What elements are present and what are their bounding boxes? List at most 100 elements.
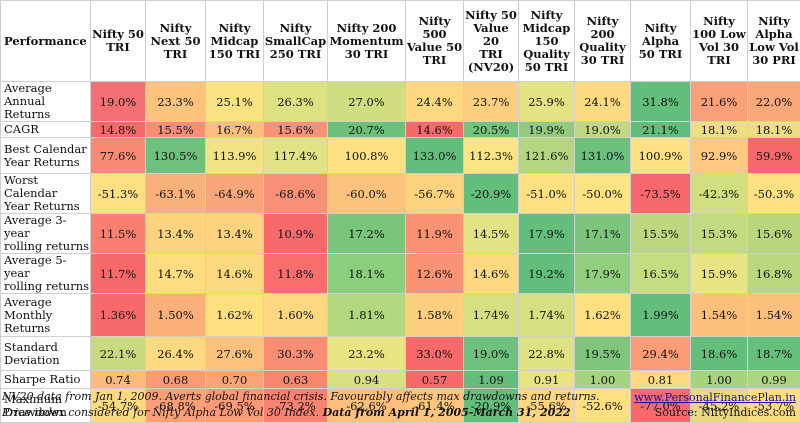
value-cell: 117.4% bbox=[263, 137, 328, 174]
value-cell: 11.7% bbox=[90, 253, 146, 294]
table-row: Average 3-year rolling returns 11.5% 13.4%… bbox=[0, 213, 800, 254]
value-cell: 1.36% bbox=[90, 293, 146, 337]
column-header: Nifty SmallCap 250 TRI bbox=[263, 0, 328, 82]
value-cell: 121.6% bbox=[518, 137, 575, 174]
value-cell: 27.6% bbox=[205, 336, 264, 371]
table-body: Average Annual Returns 19.0% 23.3% 25.1% 26.… bbox=[0, 81, 800, 423]
column-header: Nifty Alpha Low Vol 30 PRI bbox=[747, 0, 800, 82]
value-cell: 100.9% bbox=[630, 137, 691, 174]
value-cell: -61.4% bbox=[405, 388, 464, 423]
value-cell: 0.70 bbox=[205, 370, 264, 389]
value-cell: -64.9% bbox=[205, 173, 264, 214]
value-cell: 1.62% bbox=[205, 293, 264, 337]
row-label: Sharpe Ratio bbox=[0, 370, 91, 389]
value-cell: 1.74% bbox=[463, 293, 519, 337]
row-label: Standard Deviation bbox=[0, 336, 91, 371]
table-row: Standard Deviation 22.1% 26.4% 27.6% 30.3% 23… bbox=[0, 336, 800, 371]
row-label: CAGR bbox=[0, 121, 91, 138]
value-cell: -73.2% bbox=[263, 388, 328, 423]
value-cell: -51.0% bbox=[518, 173, 575, 214]
column-header: Nifty Next 50 TRI bbox=[145, 0, 206, 82]
table-row: Sharpe Ratio 0.74 0.68 0.70 0.63 0.94 0.57 1.09… bbox=[0, 370, 800, 389]
table-row: Worst Calendar Year Returns -51.3% -63.1% -… bbox=[0, 173, 800, 214]
value-cell: 113.9% bbox=[205, 137, 264, 174]
value-cell: 25.1% bbox=[205, 81, 264, 122]
footnote-price-index: Price index considered for Nifty Alpha L… bbox=[2, 406, 571, 419]
value-cell: 19.2% bbox=[518, 253, 575, 294]
table-row: Average Annual Returns 19.0% 23.3% 25.1% 26.… bbox=[0, 81, 800, 122]
value-cell: 23.7% bbox=[463, 81, 519, 122]
value-cell: 1.00 bbox=[690, 370, 748, 389]
footnote-nv20: NV20 data from Jan 1, 2009. Averts globa… bbox=[2, 390, 600, 403]
value-cell: 29.4% bbox=[630, 336, 691, 371]
value-cell: -45.2% bbox=[690, 388, 748, 423]
value-cell: 20.7% bbox=[327, 121, 406, 138]
value-cell: 15.5% bbox=[145, 121, 206, 138]
header-row: Performance Nifty 50 TRI Nifty Next 50 TRI… bbox=[0, 0, 800, 82]
value-cell: 30.3% bbox=[263, 336, 328, 371]
value-cell: 19.9% bbox=[518, 121, 575, 138]
value-cell: -54.7% bbox=[90, 388, 146, 423]
value-cell: 18.1% bbox=[690, 121, 748, 138]
column-header: Nifty 200 Quality 30 TRI bbox=[574, 0, 631, 82]
value-cell: 22.1% bbox=[90, 336, 146, 371]
value-cell: 15.5% bbox=[630, 213, 691, 254]
value-cell: 1.50% bbox=[145, 293, 206, 337]
value-cell: 133.0% bbox=[405, 137, 464, 174]
value-cell: 25.9% bbox=[518, 81, 575, 122]
value-cell: 18.1% bbox=[747, 121, 800, 138]
value-cell: 1.09 bbox=[463, 370, 519, 389]
value-cell: 23.2% bbox=[327, 336, 406, 371]
column-header: Nifty 100 Low Vol 30 TRI bbox=[690, 0, 748, 82]
column-header: Nifty 200 Momentum 30 TRI bbox=[327, 0, 406, 82]
value-cell: 112.3% bbox=[463, 137, 519, 174]
value-cell: -50.0% bbox=[574, 173, 631, 214]
value-cell: -52.6% bbox=[574, 388, 631, 423]
table-row: Best Calendar Year Returns 77.6% 130.5% 113… bbox=[0, 137, 800, 174]
value-cell: 0.57 bbox=[405, 370, 464, 389]
value-cell: 0.94 bbox=[327, 370, 406, 389]
value-cell: 24.4% bbox=[405, 81, 464, 122]
value-cell: 1.74% bbox=[518, 293, 575, 337]
value-cell: -51.3% bbox=[90, 173, 146, 214]
value-cell: 22.8% bbox=[518, 336, 575, 371]
value-cell: 16.8% bbox=[747, 253, 800, 294]
value-cell: 15.6% bbox=[263, 121, 328, 138]
value-cell: 13.4% bbox=[145, 213, 206, 254]
value-cell: -77.0% bbox=[630, 388, 691, 423]
value-cell: 14.5% bbox=[463, 213, 519, 254]
value-cell: 14.6% bbox=[405, 121, 464, 138]
value-cell: 26.3% bbox=[263, 81, 328, 122]
value-cell: 1.54% bbox=[690, 293, 748, 337]
value-cell: -68.8% bbox=[145, 388, 206, 423]
value-cell: 10.9% bbox=[263, 213, 328, 254]
table-row: Maximum Drawdown -54.7% -68.8% -69.5% -73.2%… bbox=[0, 388, 800, 423]
row-label: Worst Calendar Year Returns bbox=[0, 173, 91, 214]
value-cell: 16.7% bbox=[205, 121, 264, 138]
value-cell: 1.54% bbox=[747, 293, 800, 337]
column-header: Nifty Midcap 150 Quality 50 TRI bbox=[518, 0, 575, 82]
header-performance: Performance bbox=[0, 0, 91, 82]
row-label: Average Monthly Returns bbox=[0, 293, 91, 337]
website-link[interactable]: www.PersonalFinancePlan.in bbox=[634, 391, 796, 404]
value-cell: -55.6% bbox=[518, 388, 575, 423]
value-cell: 23.3% bbox=[145, 81, 206, 122]
value-cell: -20.9% bbox=[463, 173, 519, 214]
value-cell: 77.6% bbox=[90, 137, 146, 174]
value-cell: 0.99 bbox=[747, 370, 800, 389]
value-cell: 31.8% bbox=[630, 81, 691, 122]
value-cell: 0.63 bbox=[263, 370, 328, 389]
row-label: Average 3-year rolling returns bbox=[0, 213, 91, 254]
value-cell: 20.5% bbox=[463, 121, 519, 138]
value-cell: 17.1% bbox=[574, 213, 631, 254]
value-cell: 59.9% bbox=[747, 137, 800, 174]
value-cell: 1.00 bbox=[574, 370, 631, 389]
value-cell: 17.9% bbox=[574, 253, 631, 294]
value-cell: 131.0% bbox=[574, 137, 631, 174]
value-cell: 18.7% bbox=[747, 336, 800, 371]
value-cell: 1.58% bbox=[405, 293, 464, 337]
value-cell: 11.9% bbox=[405, 213, 464, 254]
value-cell: -68.6% bbox=[263, 173, 328, 214]
